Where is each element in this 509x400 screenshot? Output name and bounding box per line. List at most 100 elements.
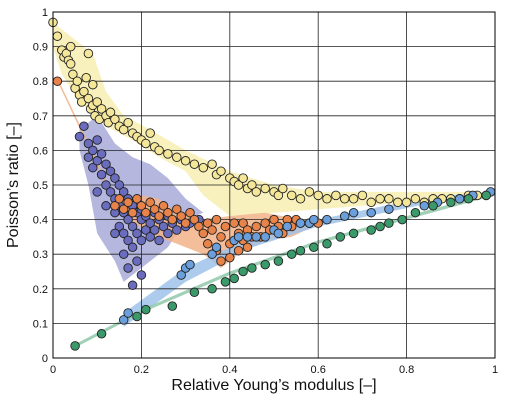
data-point-series-3 xyxy=(233,245,244,256)
data-point-series-2 xyxy=(92,156,102,166)
data-point-series-2 xyxy=(118,249,129,259)
data-point-series-1 xyxy=(88,79,98,90)
data-point-series-3 xyxy=(207,225,217,235)
data-point-series-1 xyxy=(207,159,217,169)
data-point-series-1 xyxy=(286,190,297,201)
data-point-series-5 xyxy=(247,263,257,273)
data-point-series-5 xyxy=(375,221,385,232)
data-point-series-2 xyxy=(92,187,102,197)
data-point-series-2 xyxy=(172,225,182,235)
data-point-series-2 xyxy=(88,162,98,173)
data-point-series-1 xyxy=(366,197,376,208)
data-point-series-4 xyxy=(322,214,332,225)
y-tick-label: 0.8 xyxy=(33,76,48,88)
x-tick-labels: 0 0.2 0.4 0.6 0.8 1 xyxy=(50,364,498,376)
data-point-series-4 xyxy=(233,232,244,242)
data-point-series-5 xyxy=(260,259,270,270)
data-point-series-2 xyxy=(83,152,94,163)
data-point-series-2 xyxy=(96,149,107,159)
data-point-series-2 xyxy=(154,235,164,246)
data-point-series-1 xyxy=(260,183,270,194)
data-point-series-4 xyxy=(282,221,293,232)
data-point-series-3 xyxy=(202,239,213,249)
data-point-series-4 xyxy=(384,204,394,214)
data-point-series-1 xyxy=(83,48,94,59)
data-point-series-3 xyxy=(154,211,164,221)
data-point-series-3 xyxy=(198,228,209,239)
data-point-series-5 xyxy=(348,228,359,239)
y-tick-label: 0 xyxy=(42,353,48,365)
data-point-series-2 xyxy=(88,145,98,156)
data-point-series-4 xyxy=(211,242,222,253)
data-point-series-5 xyxy=(220,277,231,287)
data-point-series-5 xyxy=(309,242,319,253)
data-point-series-2 xyxy=(101,180,111,190)
data-point-series-4 xyxy=(260,232,270,242)
data-point-series-1 xyxy=(180,156,191,166)
data-point-series-2 xyxy=(114,221,125,232)
data-point-series-1 xyxy=(233,180,244,190)
data-point-series-1 xyxy=(313,190,323,201)
data-point-series-3 xyxy=(136,201,147,211)
data-point-series-2 xyxy=(123,263,133,273)
y-tick-label: 0.9 xyxy=(33,42,48,54)
data-point-series-1 xyxy=(72,76,83,86)
data-point-series-4 xyxy=(348,207,359,218)
data-point-series-1 xyxy=(154,145,164,156)
plot-frame xyxy=(52,11,496,359)
data-point-series-2 xyxy=(132,256,142,266)
data-point-series-4 xyxy=(454,194,465,204)
x-tick-label: 0 xyxy=(50,364,56,376)
data-point-series-1 xyxy=(273,190,284,201)
data-point-series-1 xyxy=(251,187,262,197)
y-tick-label: 0.4 xyxy=(33,215,48,227)
data-point-series-5 xyxy=(70,341,80,351)
band-series-3 xyxy=(57,77,328,268)
data-point-series-1 xyxy=(189,159,200,169)
data-point-series-3 xyxy=(238,218,248,228)
data-point-series-3 xyxy=(269,214,279,225)
grid-lines xyxy=(53,12,495,358)
data-point-series-1 xyxy=(141,138,151,149)
data-point-series-4 xyxy=(295,218,306,228)
data-point-series-3 xyxy=(260,218,270,228)
data-point-series-1 xyxy=(278,183,288,194)
data-point-series-1 xyxy=(238,173,248,183)
data-point-series-5 xyxy=(295,245,306,256)
data-point-series-3 xyxy=(149,204,160,214)
data-point-series-4 xyxy=(185,259,195,270)
data-point-series-5 xyxy=(463,194,474,204)
data-point-series-2 xyxy=(136,270,147,280)
data-point-series-5 xyxy=(286,249,297,259)
data-point-series-1 xyxy=(105,107,116,118)
data-point-series-5 xyxy=(384,218,394,228)
data-points xyxy=(48,17,496,351)
data-point-series-2 xyxy=(145,232,155,242)
data-point-series-3 xyxy=(202,218,213,228)
x-tick-label: 0.6 xyxy=(311,364,326,376)
data-point-series-4 xyxy=(419,201,430,211)
x-axis-label: Relative Young’s modulus [–] xyxy=(171,377,376,394)
data-point-series-5 xyxy=(132,311,142,322)
data-point-series-4 xyxy=(339,211,350,221)
data-point-series-3 xyxy=(118,204,129,214)
data-point-series-1 xyxy=(65,59,76,69)
y-tick-labels: 0 0.1 0.2 0.3 0.4 0.5 0.6 0.7 0.8 0.9 1 xyxy=(33,7,48,365)
data-point-series-3 xyxy=(185,207,195,218)
data-point-series-1 xyxy=(92,97,102,107)
data-point-series-1 xyxy=(172,152,182,163)
data-point-series-2 xyxy=(101,201,111,211)
data-point-series-2 xyxy=(136,235,147,246)
y-axis-label: Poisson’s ratio [–] xyxy=(5,122,22,248)
data-point-series-5 xyxy=(189,287,200,298)
data-point-series-1 xyxy=(339,194,350,204)
data-point-series-1 xyxy=(322,194,332,204)
data-point-series-1 xyxy=(65,41,76,52)
data-point-series-2 xyxy=(127,221,138,232)
y-tick-label: 0.2 xyxy=(33,284,48,296)
data-point-series-3 xyxy=(242,242,253,253)
data-point-series-1 xyxy=(81,72,91,83)
data-point-series-3 xyxy=(220,221,231,232)
data-point-series-5 xyxy=(410,207,421,218)
data-point-series-1 xyxy=(295,194,306,204)
